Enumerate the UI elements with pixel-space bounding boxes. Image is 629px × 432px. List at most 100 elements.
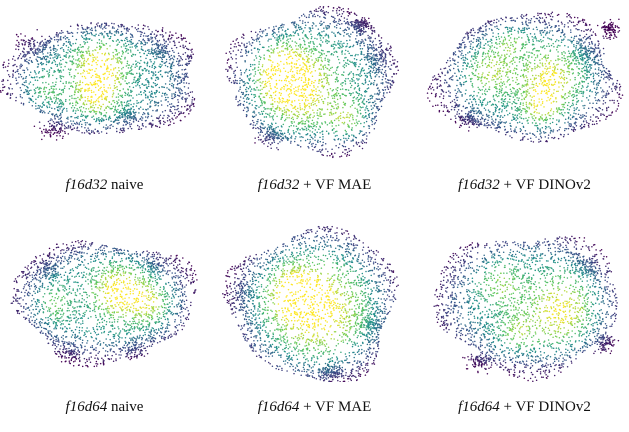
scatter-point [308,51,310,53]
scatter-point [97,22,99,24]
scatter-point [32,38,34,40]
scatter-point [88,33,90,35]
scatter-point [135,82,137,84]
scatter-point [176,47,178,49]
scatter-point [100,27,102,29]
scatter-point [50,49,52,51]
scatter-point [80,67,82,69]
scatter-point [255,73,257,75]
scatter-point [191,103,193,105]
scatter-point [321,54,323,56]
scatter-point [143,125,145,127]
scatter-point [148,29,150,31]
scatter-point [65,62,67,64]
scatter-point [3,67,5,69]
scatter-point [239,89,241,91]
scatter-point [238,45,240,47]
scatter-point [336,108,338,110]
scatter-point [71,123,73,125]
scatter-point [178,111,180,113]
scatter-point [374,80,376,82]
scatter-point [240,74,242,76]
scatter-point [50,118,52,120]
scatter-point [308,62,310,64]
scatter-point [81,96,83,98]
scatter-point [7,65,9,67]
scatter-point [118,96,120,98]
scatter-point [24,72,26,74]
scatter-point [248,94,250,96]
scatter-point [317,15,319,17]
scatter-point [273,33,275,35]
scatter-point [272,117,274,119]
panel-caption: f16d32 naive [0,176,209,194]
scatter-point [81,54,83,56]
scatter-point [269,127,271,129]
scatter-point [68,82,70,84]
scatter-point [38,64,40,66]
scatter-point [267,108,269,110]
scatter-point [84,71,86,73]
scatter-point [140,77,142,79]
scatter-point [27,90,29,92]
scatter-point [335,21,337,23]
scatter-point [337,103,339,105]
scatter-point [385,73,387,75]
scatter-point [44,125,46,127]
scatter-point [85,42,87,44]
scatter-point [281,87,283,89]
scatter-point [291,76,293,78]
scatter-point [253,89,255,91]
scatter-point [91,96,93,98]
scatter-point [311,83,313,85]
scatter-point [23,92,25,94]
scatter-point [54,86,56,88]
scatter-point [190,55,192,57]
scatter-point [91,116,93,118]
scatter-point [153,63,155,65]
scatter-point [266,85,268,87]
scatter-point [246,87,248,89]
scatter-point [38,72,40,74]
scatter-point [50,47,52,49]
scatter-point [249,69,251,71]
scatter-point [257,39,259,41]
scatter-point [246,45,248,47]
scatter-point [255,114,257,116]
scatter-point [287,72,289,74]
scatter-point [100,87,102,89]
scatter-point [48,83,50,85]
scatter-point [34,40,36,42]
scatter-point [260,93,262,95]
scatter-point [272,61,274,63]
scatter-point [168,38,170,40]
scatter-point [357,44,359,46]
scatter-point [262,124,264,126]
scatter-point [275,94,277,96]
scatter-point [109,127,111,129]
scatter-point [63,50,65,52]
caption-model-name: f16d32 [66,177,108,193]
scatter-point [387,87,389,89]
scatter-point [254,83,256,85]
scatter-point [30,89,32,91]
scatter-point [155,38,157,40]
scatter-point [145,109,147,111]
scatter-point [29,42,31,44]
scatter-point [57,69,59,71]
scatter-point [145,84,147,86]
scatter-point [118,32,120,34]
scatter-point [286,63,288,65]
scatter-point [122,97,124,99]
scatter-point [167,105,169,107]
scatter-point [353,27,355,29]
scatter-point [179,113,181,115]
scatter-point [325,33,327,35]
scatter-point [264,103,266,105]
scatter-point [251,94,253,96]
scatter-point [61,30,63,32]
scatter-point [37,49,39,51]
scatter-point [357,69,359,71]
scatter-point [374,50,376,52]
scatter-point [46,42,48,44]
